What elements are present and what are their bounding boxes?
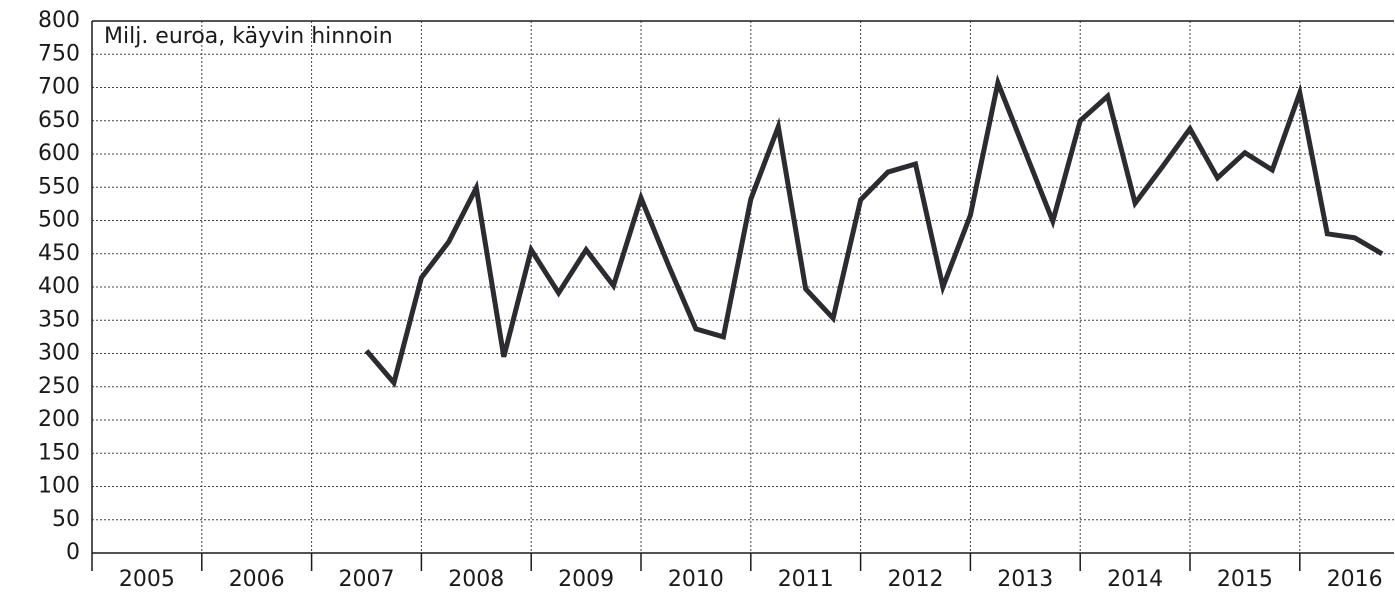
y-tick-label: 700: [38, 75, 80, 100]
y-tick-label: 600: [38, 141, 80, 166]
x-tick-label: 2012: [888, 567, 944, 592]
y-tick-label: 150: [38, 440, 80, 465]
data-line: [364, 74, 1384, 389]
x-tick-label: 2008: [448, 567, 504, 592]
y-tick-label: 450: [38, 241, 80, 266]
y-tick-label: 250: [38, 374, 80, 399]
y-tick-label: 550: [38, 174, 80, 199]
x-tick-label: 2007: [339, 567, 395, 592]
y-tick-label: 750: [38, 41, 80, 66]
x-tick-label: 2013: [997, 567, 1053, 592]
y-tick-label: 400: [38, 274, 80, 299]
y-tick-label: 300: [38, 341, 80, 366]
x-tick-label: 2010: [668, 567, 724, 592]
chart-subtitle: Milj. euroa, käyvin hinnoin: [104, 24, 393, 49]
x-tick-label: 2005: [119, 567, 175, 592]
x-tick-label: 2009: [558, 567, 614, 592]
x-tick-label: 2015: [1217, 567, 1273, 592]
x-tick-label: 2016: [1327, 567, 1383, 592]
y-tick-label: 500: [38, 208, 80, 233]
y-tick-label: 0: [66, 540, 80, 565]
y-tick-label: 100: [38, 474, 80, 499]
x-tick-label: 2014: [1107, 567, 1163, 592]
y-tick-label: 200: [38, 407, 80, 432]
x-tick-label: 2006: [229, 567, 285, 592]
x-tick-label: 2011: [778, 567, 834, 592]
y-tick-label: 650: [38, 108, 80, 133]
y-tick-label: 800: [38, 8, 80, 33]
y-tick-label: 350: [38, 307, 80, 332]
y-tick-label: 50: [52, 507, 80, 532]
